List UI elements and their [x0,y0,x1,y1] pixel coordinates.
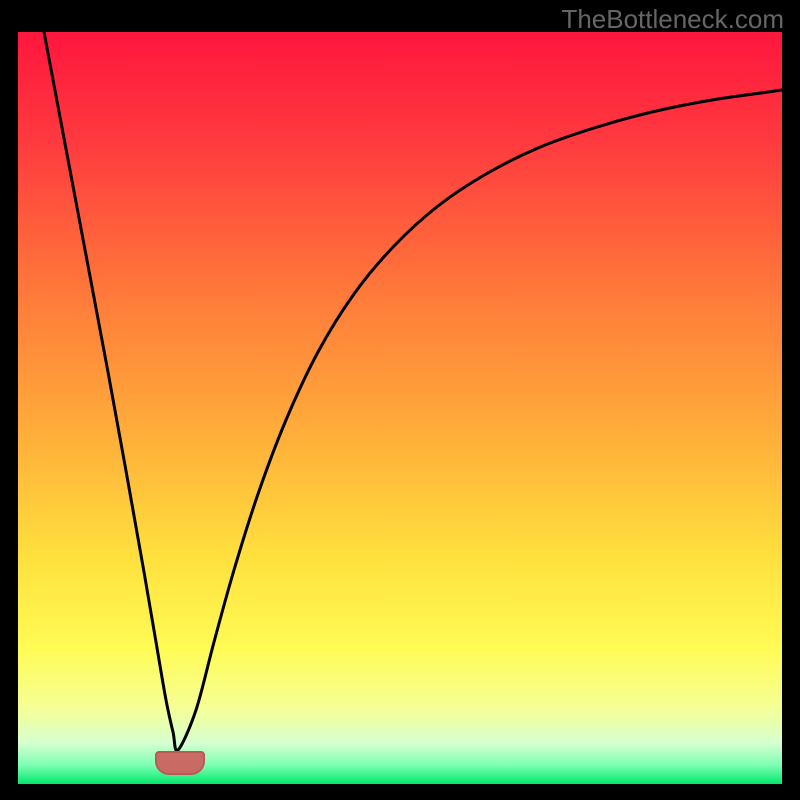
curve-layer [18,32,782,784]
optimal-marker [155,751,205,775]
bottleneck-curve [44,32,782,751]
watermark-text: TheBottleneck.com [561,4,784,35]
plot-area [18,32,782,784]
figure-root: TheBottleneck.com [0,0,800,800]
